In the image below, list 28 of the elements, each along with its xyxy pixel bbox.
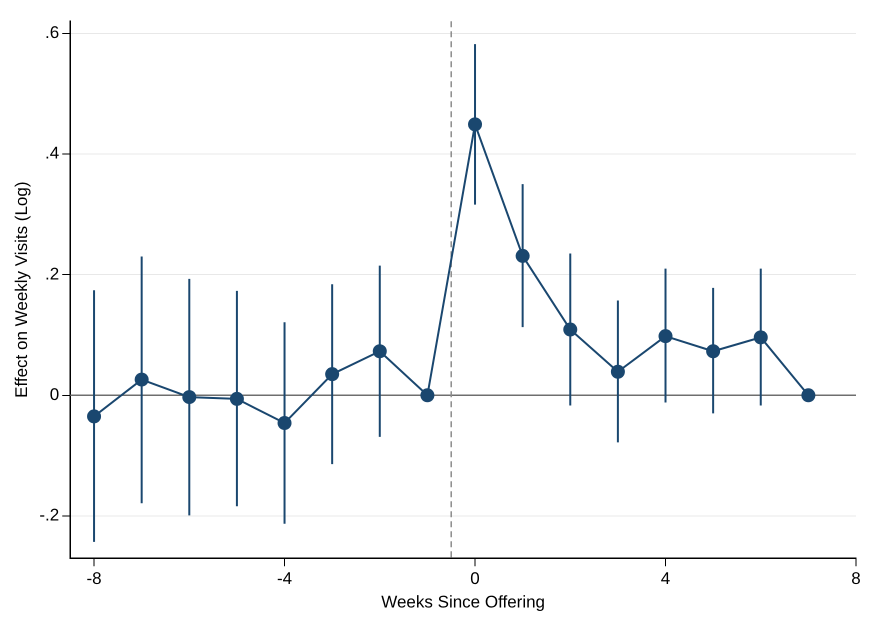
- point: [754, 330, 768, 344]
- y-tick-label: -.2: [39, 506, 60, 525]
- point: [420, 388, 434, 402]
- point: [563, 322, 578, 337]
- x-tick-label: 8: [851, 569, 861, 588]
- point: [468, 117, 482, 132]
- point: [610, 364, 625, 379]
- x-tick-label: -8: [86, 569, 102, 588]
- point: [134, 372, 149, 387]
- point: [278, 416, 292, 430]
- point: [706, 344, 720, 358]
- x-tick-label: 4: [660, 569, 670, 588]
- point: [658, 329, 673, 344]
- y-tick-label: 0: [50, 384, 60, 404]
- x-tick-label: 0: [470, 569, 480, 588]
- y-axis-title: Effect on Weekly Visits (Log): [12, 182, 31, 398]
- point: [230, 392, 244, 406]
- x-axis-title: Weeks Since Offering: [381, 592, 546, 612]
- point: [372, 344, 387, 358]
- y-tick-label: .6: [45, 22, 60, 42]
- point: [325, 367, 340, 382]
- y-tick-label: .4: [45, 144, 60, 163]
- x-tick-label: -4: [276, 569, 292, 588]
- point: [182, 390, 196, 404]
- point: [87, 409, 102, 424]
- point: [801, 388, 816, 402]
- point: [516, 248, 530, 263]
- y-tick-label: .2: [45, 264, 60, 284]
